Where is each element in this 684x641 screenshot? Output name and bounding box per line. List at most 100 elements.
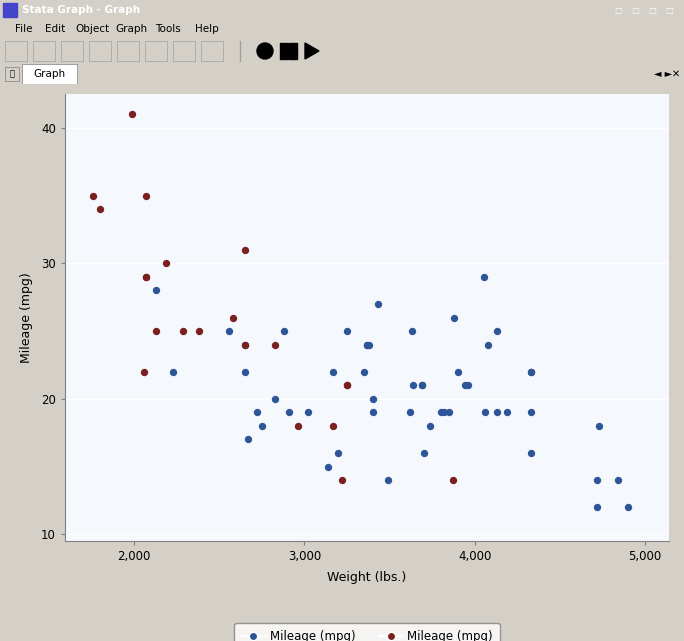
Point [168, 367, 179, 377]
Point [425, 420, 436, 431]
Point [341, 326, 352, 336]
Point [140, 190, 151, 201]
Point [88, 190, 98, 201]
Point [239, 367, 250, 377]
Point [406, 326, 417, 336]
Text: ✕: ✕ [672, 69, 680, 79]
Point [447, 475, 458, 485]
Point [150, 285, 161, 296]
Point [479, 272, 490, 282]
Point [491, 407, 502, 417]
Circle shape [257, 43, 273, 59]
Point [459, 380, 470, 390]
Bar [3, 3, 17, 17]
Point [178, 326, 189, 336]
Bar [5, 67, 19, 81]
Text: File: File [15, 24, 33, 34]
Point [243, 435, 254, 445]
Point [194, 326, 205, 336]
Point [251, 407, 262, 417]
Text: □: □ [648, 6, 656, 15]
Point [408, 380, 419, 390]
Point [270, 340, 281, 350]
Point [333, 448, 344, 458]
Point [323, 462, 334, 472]
Point [140, 272, 151, 282]
Point [94, 204, 105, 214]
Point [525, 367, 536, 377]
FancyBboxPatch shape [201, 41, 223, 61]
Point [612, 475, 623, 485]
X-axis label: Weight (lbs.): Weight (lbs.) [328, 571, 406, 585]
Text: Graph: Graph [115, 24, 147, 34]
Point [438, 407, 449, 417]
Point [358, 367, 369, 377]
Point [292, 420, 303, 431]
Point [302, 407, 313, 417]
Point [501, 407, 512, 417]
Bar [22, 64, 77, 84]
Point [140, 272, 151, 282]
Point [491, 326, 502, 336]
Point [362, 340, 373, 350]
Point [479, 407, 490, 417]
Point [418, 448, 429, 458]
FancyBboxPatch shape [5, 41, 27, 61]
FancyBboxPatch shape [33, 41, 55, 61]
Text: Tools: Tools [155, 24, 181, 34]
Point [341, 380, 352, 390]
Point [382, 475, 393, 485]
Text: Help: Help [195, 24, 219, 34]
FancyBboxPatch shape [145, 41, 167, 61]
Text: ◄ ►: ◄ ► [654, 69, 672, 79]
Text: Graph: Graph [34, 69, 66, 79]
Point [525, 448, 536, 458]
FancyBboxPatch shape [61, 41, 83, 61]
Point [341, 380, 352, 390]
Point [239, 340, 250, 350]
Point [161, 258, 172, 269]
Text: 📊: 📊 [10, 69, 15, 78]
Point [150, 326, 161, 336]
Point [404, 407, 415, 417]
FancyBboxPatch shape [89, 41, 111, 61]
Text: Edit: Edit [45, 24, 65, 34]
Point [452, 367, 463, 377]
Point [449, 312, 460, 322]
Text: Stata Graph - Graph: Stata Graph - Graph [22, 5, 140, 15]
Y-axis label: Mileage (mpg): Mileage (mpg) [20, 272, 33, 363]
Point [364, 340, 375, 350]
Point [139, 367, 150, 377]
Text: □: □ [665, 6, 673, 15]
Point [435, 407, 446, 417]
FancyBboxPatch shape [117, 41, 139, 61]
Point [239, 245, 250, 255]
Point [417, 380, 428, 390]
Point [483, 340, 494, 350]
FancyBboxPatch shape [173, 41, 195, 61]
Bar [289, 43, 297, 59]
Point [417, 380, 428, 390]
Point [622, 502, 633, 512]
Polygon shape [305, 43, 319, 59]
Point [372, 299, 383, 309]
Point [594, 420, 605, 431]
Text: Object: Object [75, 24, 109, 34]
Point [362, 340, 373, 350]
Point [367, 407, 378, 417]
Point [239, 340, 250, 350]
Point [367, 394, 378, 404]
Point [278, 326, 289, 336]
Legend: Mileage (mpg), Mileage (mpg): Mileage (mpg), Mileage (mpg) [234, 623, 500, 641]
Point [592, 502, 603, 512]
Point [284, 407, 295, 417]
Point [270, 394, 281, 404]
Bar [280, 43, 288, 59]
Point [337, 475, 347, 485]
Point [525, 367, 536, 377]
Point [256, 420, 267, 431]
Point [592, 475, 603, 485]
Point [462, 380, 473, 390]
Point [328, 367, 339, 377]
Point [328, 420, 339, 431]
